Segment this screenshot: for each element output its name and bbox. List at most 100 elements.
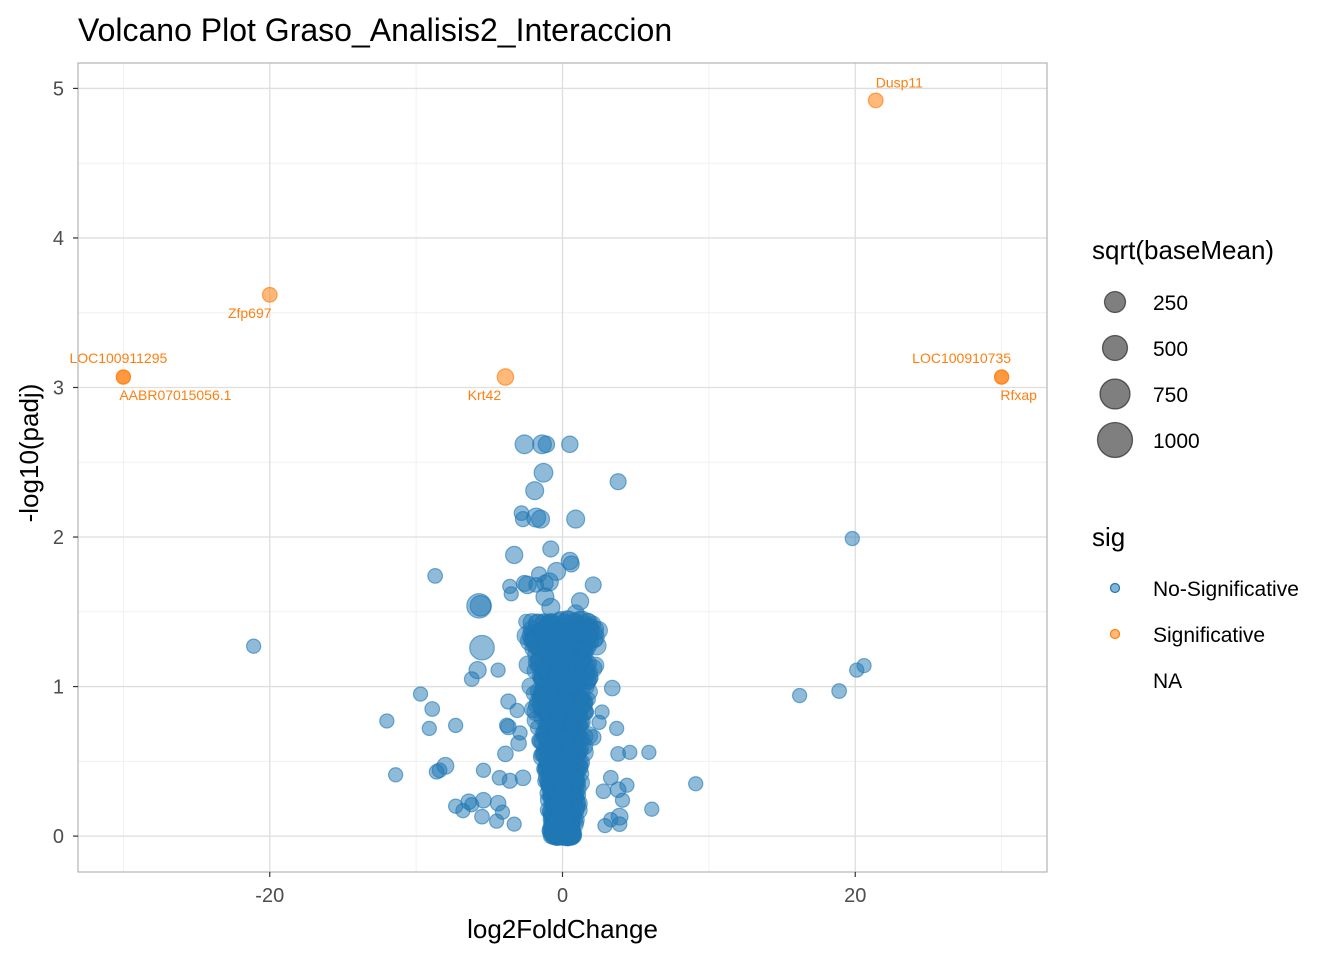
data-point (566, 509, 586, 529)
data-point (566, 604, 585, 623)
data-point (584, 729, 602, 746)
data-point (849, 662, 865, 678)
y-axis-title: -log10(padj) (14, 384, 44, 523)
data-point (510, 735, 527, 752)
major-gridlines (78, 63, 1047, 872)
data-point (602, 769, 619, 786)
data-point (530, 509, 551, 529)
color-legend-label: Significative (1153, 624, 1265, 647)
significant-points (115, 92, 1010, 386)
chart-title: Volcano Plot Graso_Analisis2_Interaccion (78, 12, 672, 48)
data-point (463, 671, 480, 687)
data-point (562, 555, 580, 573)
color-legend-label: No-Significative (1153, 578, 1299, 601)
data-point (548, 669, 564, 685)
data-point (622, 744, 638, 761)
significant-point (993, 369, 1010, 385)
data-point (575, 640, 594, 659)
data-point (609, 720, 625, 737)
data-point (514, 434, 535, 455)
gene-label: Krt42 (468, 387, 502, 403)
size-legend-label: 750 (1153, 384, 1188, 407)
color-legend: No-Significative Significative NA (1109, 578, 1299, 693)
data-point (595, 783, 612, 800)
data-point (533, 462, 554, 483)
data-point (428, 763, 445, 780)
data-point (525, 481, 545, 501)
data-point (497, 745, 514, 763)
gene-label: Rfxap (1000, 387, 1037, 403)
x-tick-label: 0 (557, 885, 568, 907)
gene-labels: Dusp11 Zfp697 LOC100911295 AABR07015056.1 Kr… (69, 74, 1037, 403)
legend: sqrt(baseMean) 250 500 750 1000 sig No-Sign… (1092, 235, 1299, 693)
x-tick-label: 20 (844, 885, 866, 907)
significant-point (867, 92, 884, 109)
data-point (537, 772, 555, 790)
size-legend-key (1103, 290, 1127, 314)
data-point (537, 435, 556, 454)
data-point (427, 568, 444, 584)
data-point (245, 638, 262, 654)
data-point (509, 702, 525, 719)
y-axis-ticks: 0 1 2 3 4 5 (53, 78, 78, 848)
gene-label: Dusp11 (876, 74, 923, 90)
gene-label: LOC100910735 (912, 350, 1011, 366)
data-point (559, 675, 578, 695)
significant-point (261, 286, 278, 303)
y-tick-label: 3 (53, 377, 64, 399)
data-point (387, 767, 404, 783)
gene-label: LOC100911295 (69, 350, 167, 366)
data-point (614, 792, 631, 808)
color-legend-title: sig (1092, 522, 1125, 552)
data-point (542, 540, 560, 558)
data-point (584, 576, 602, 594)
size-legend-label: 250 (1153, 292, 1188, 315)
data-point (421, 720, 437, 737)
data-point (379, 713, 395, 729)
data-point (537, 632, 556, 651)
x-tick-label: -20 (255, 885, 284, 907)
data-point (506, 816, 522, 832)
data-point (546, 813, 568, 835)
color-legend-key (1109, 582, 1121, 594)
y-tick-label: 4 (53, 228, 64, 250)
data-point (424, 701, 441, 717)
color-legend-key (1109, 628, 1121, 640)
size-legend-label: 1000 (1153, 430, 1200, 453)
data-point (503, 586, 519, 602)
size-legend-key (1101, 334, 1129, 362)
data-point (488, 813, 505, 829)
data-point (539, 685, 560, 705)
data-point (567, 703, 585, 721)
data-point (561, 435, 579, 454)
data-point (591, 714, 607, 731)
data-point (475, 762, 492, 778)
data-point (553, 778, 573, 799)
data-point (644, 801, 660, 817)
data-point (474, 808, 490, 825)
size-legend-key (1096, 421, 1134, 459)
data-point (609, 473, 627, 491)
x-axis-ticks: -20 0 20 (255, 872, 866, 907)
significant-point (115, 369, 132, 385)
data-point (549, 713, 566, 730)
data-point (541, 597, 561, 617)
data-point (455, 803, 471, 819)
data-point (791, 687, 808, 704)
data-point (556, 625, 578, 647)
data-point (490, 662, 506, 678)
data-point (514, 769, 532, 787)
gene-label: AABR07015056.1 (119, 387, 231, 403)
x-axis-title: log2FoldChange (467, 914, 658, 944)
data-point (469, 594, 492, 617)
y-tick-label: 2 (53, 527, 64, 549)
data-point (603, 679, 621, 697)
data-point (498, 717, 515, 734)
size-legend-title: sqrt(baseMean) (1092, 235, 1274, 265)
y-tick-label: 5 (53, 78, 64, 100)
data-point (447, 717, 464, 734)
data-point (505, 545, 524, 565)
data-point (844, 530, 860, 547)
y-tick-label: 0 (53, 826, 64, 848)
